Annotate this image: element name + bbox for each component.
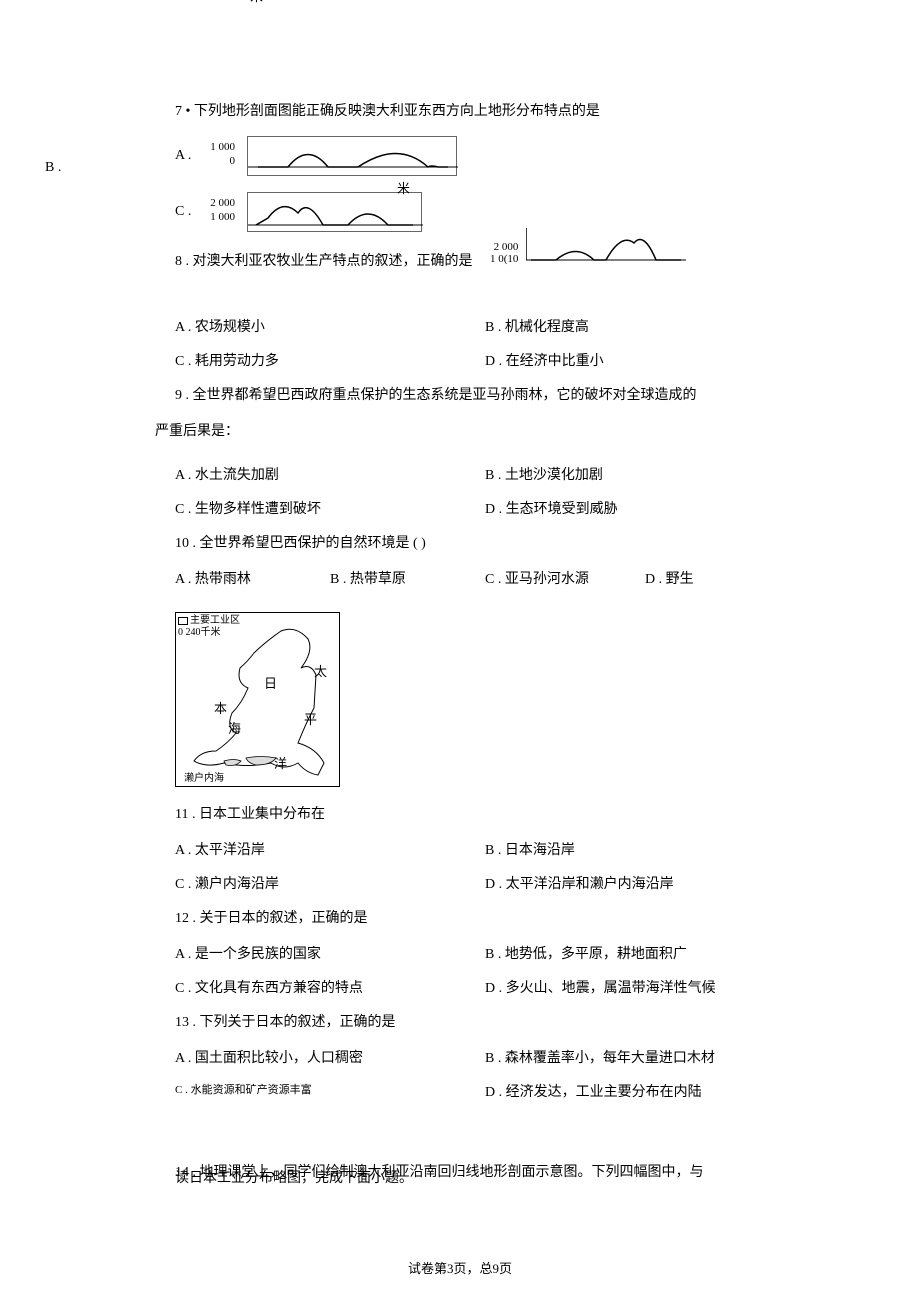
q11-c: C . 濑户内海沿岸 (175, 873, 485, 893)
q9-b: B . 土地沙漠化加剧 (485, 464, 603, 484)
profile-d-icon (526, 225, 686, 265)
q7-c-y0: 1 000 (210, 211, 235, 223)
q9-stem2: 严重后果是： (155, 420, 920, 440)
page-footer: 试卷第3页，总9页 (0, 1258, 920, 1277)
q11-a: A . 太平洋沿岸 (175, 839, 485, 859)
q12-d: D . 多火山、地震，属温带海洋性气候 (485, 977, 716, 997)
map-label-seto: 濑户内海 (184, 769, 224, 784)
q7-a-y0: 0 (230, 155, 236, 167)
exam-page: B . 7 • 下列地形剖面图能正确反映澳大利亚东西方向上地形分布特点的是 A … (0, 0, 920, 1181)
map-label-ben: 本 (214, 698, 227, 717)
q12-row2: C . 文化具有东西方兼容的特点 D . 多火山、地震，属温带海洋性气候 (175, 977, 920, 997)
q10-b: B . 热带草原 (330, 568, 485, 588)
q8-a: A . 农场规模小 (175, 316, 485, 336)
profile-c-icon (248, 193, 423, 233)
profile-a-icon (248, 137, 458, 177)
q11-row2: C . 濑户内海沿岸 D . 太平洋沿岸和濑户内海沿岸 (175, 873, 920, 893)
q10-a: A . 热带雨林 (175, 568, 330, 588)
q13-d: D . 经济发达，工业主要分布在内陆 (485, 1081, 702, 1101)
q9-stem1: 9 . 全世界都希望巴西政府重点保护的生态系统是亚马孙雨林，它的破坏对全球造成的 (175, 384, 920, 404)
q10-d: D . 野生 (645, 568, 694, 588)
q9-a: A . 水土流失加剧 (175, 464, 485, 484)
q13-stem: 13 . 下列关于日本的叙述，正确的是 (175, 1011, 920, 1031)
map-label-tai: 太 (314, 661, 327, 680)
q12-c: C . 文化具有东西方兼容的特点 (175, 977, 485, 997)
q7-d-ylabels: 2 000 1 0(10 (490, 241, 518, 265)
q13-b: B . 森林覆盖率小，每年大量进口木材 (485, 1047, 715, 1067)
q7-option-a-row: A . 1 000 0 米 (175, 136, 920, 176)
q11-d: D . 太平洋沿岸和濑户内海沿岸 (485, 873, 674, 893)
q13-a: A . 国土面积比较小，人口稠密 (175, 1047, 485, 1067)
q12-stem: 12 . 关于日本的叙述，正确的是 (175, 907, 920, 927)
stray-label-b: B . (45, 160, 61, 176)
q11-row1: A . 太平洋沿岸 B . 日本海沿岸 (175, 839, 920, 859)
q7-chart-d (526, 225, 686, 265)
q9-row1: A . 水土流失加剧 B . 土地沙漠化加剧 (175, 464, 920, 484)
q7-stem: 7 • 下列地形剖面图能正确反映澳大利亚东西方向上地形分布特点的是 (175, 100, 920, 120)
q7-chart-a (247, 136, 457, 176)
q7-a-label: A . (175, 148, 199, 164)
q7-a-mi: 米 (250, 0, 263, 5)
q8-row1: A . 农场规模小 B . 机械化程度高 (175, 316, 920, 336)
q9-c: C . 生物多样性遭到破坏 (175, 498, 485, 518)
q7-d-y1: 2 000 (494, 241, 519, 253)
map-label-sun: 日 (264, 673, 277, 692)
q10-stem: 10 . 全世界希望巴西保护的自然环境是 ( ) (175, 532, 920, 552)
q7-c-y1: 2 000 (210, 197, 235, 209)
q7-a-y1: 1 000 (210, 141, 235, 153)
japan-map: 主要工业区 0 240千米 日 本 海 太 平 洋 濑户内海 (175, 612, 340, 787)
q12-row1: A . 是一个多民族的国家 B . 地势低，多平原，耕地面积广 (175, 943, 920, 963)
q7-c-label: C . (175, 204, 199, 220)
q12-b: B . 地势低，多平原，耕地面积广 (485, 943, 687, 963)
q11-b: B . 日本海沿岸 (485, 839, 575, 859)
map-label-hai: 海 (228, 718, 241, 737)
q7-d-y0: 1 0(10 (490, 253, 518, 265)
q7-c-mi: 米 (397, 178, 410, 197)
q11-stem: 11 . 日本工业集中分布在 (175, 803, 920, 823)
q10-row: A . 热带雨林 B . 热带草原 C . 亚马孙河水源 D . 野生 (175, 568, 920, 588)
q13-row1: A . 国土面积比较小，人口稠密 B . 森林覆盖率小，每年大量进口木材 (175, 1047, 920, 1067)
q8-d: D . 在经济中比重小 (485, 350, 604, 370)
q7-chart-d-wrap: 2 000 1 0(10 (490, 225, 686, 265)
q10-c: C . 亚马孙河水源 (485, 568, 645, 588)
japan-outline-icon (176, 613, 341, 788)
q7-chart-c (247, 192, 422, 232)
map-label-yang: 洋 (274, 753, 287, 772)
q12-a: A . 是一个多民族的国家 (175, 943, 485, 963)
q9-d: D . 生态环境受到威胁 (485, 498, 618, 518)
q9-row2: C . 生物多样性遭到破坏 D . 生态环境受到威胁 (175, 498, 920, 518)
q8-b: B . 机械化程度高 (485, 316, 589, 336)
q8-c: C . 耗用劳动力多 (175, 350, 485, 370)
q13-row2: C . 水能资源和矿产资源丰富 D . 经济发达，工业主要分布在内陆 (175, 1081, 920, 1101)
map-label-ping: 平 (304, 709, 317, 728)
interlude-text: 读日本工业分布略图，完成下面小题。 (175, 1167, 413, 1187)
q8-row2: C . 耗用劳动力多 D . 在经济中比重小 (175, 350, 920, 370)
q13-c: C . 水能资源和矿产资源丰富 (175, 1081, 485, 1101)
